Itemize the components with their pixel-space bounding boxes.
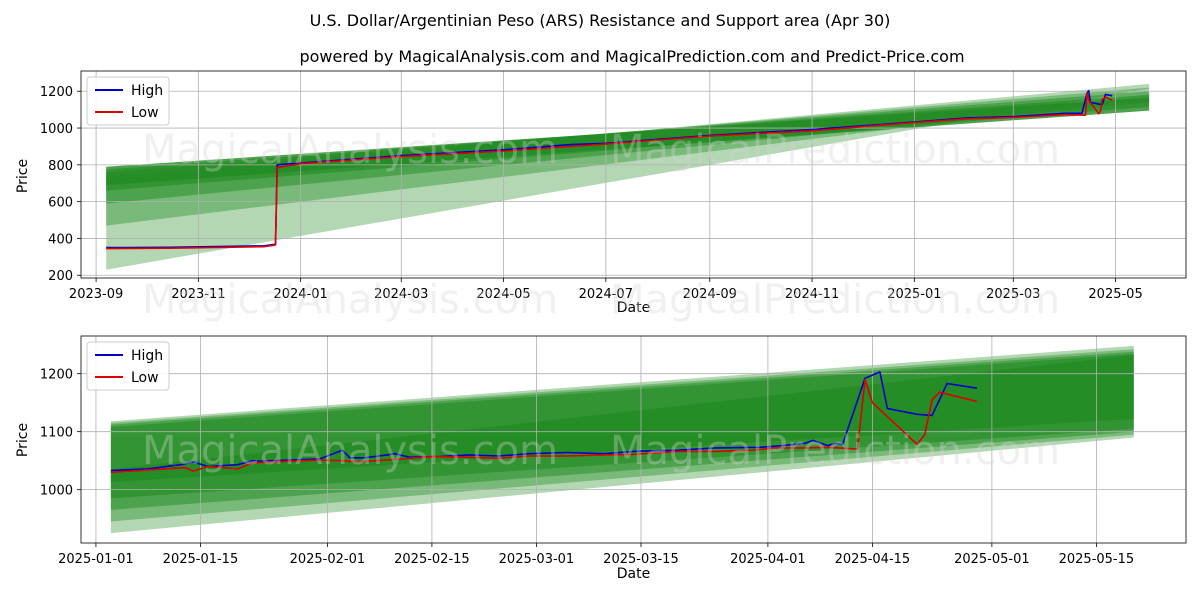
legend-label: High [131, 83, 163, 99]
y-tick-label: 1200 [40, 368, 73, 383]
y-tick-label: 1000 [40, 122, 73, 137]
series-line-low [106, 92, 1113, 250]
x-tick-label: 2024-03 [374, 287, 428, 302]
chart-title: U.S. Dollar/Argentinian Peso (ARS) Resis… [310, 11, 891, 30]
x-tick-label: 2025-01 [887, 287, 941, 302]
x-tick-label: 2024-11 [785, 287, 839, 302]
x-tick-label: 2024-09 [683, 287, 737, 302]
x-tick-label: 2025-03-01 [499, 552, 575, 567]
x-tick-label: 2023-09 [69, 287, 123, 302]
x-tick-label: 2025-05-15 [1059, 552, 1135, 567]
upper-panel: 2023-09 2023-11 2024-01 2024-03 2024-05 2024-… [15, 70, 1187, 316]
watermark-text: MagicalPrediction.com [610, 127, 1060, 173]
band-layer [110, 355, 1134, 483]
x-axis-label: Date [617, 300, 650, 316]
y-tick-label: 200 [48, 269, 73, 284]
y-axis-label: Price [15, 423, 31, 457]
x-tick-label: 2025-04-01 [730, 552, 806, 567]
x-axis-label: Date [617, 566, 650, 582]
watermark-text: MagicalAnalysis.com [142, 428, 558, 474]
x-tick-label: 2025-01-15 [163, 552, 239, 567]
axes-frame [80, 70, 1187, 279]
watermark-text: MagicalPrediction.com [610, 428, 1060, 474]
series-line-low [110, 378, 978, 474]
y-axis-label: Price [15, 159, 31, 193]
band-layer [106, 83, 1150, 270]
y-tick-label: 800 [48, 159, 73, 174]
legend-label: High [131, 348, 163, 364]
legend-label: Low [131, 105, 159, 121]
lower-panel: 2025-01-01 2025-01-15 2025-02-01 2025-02-15… [15, 335, 1187, 582]
series-line-high [110, 371, 978, 472]
watermark-text: MagicalAnalysis.com [142, 127, 558, 173]
x-tick-label: 2025-03-15 [603, 552, 679, 567]
y-tick-label: 600 [48, 196, 73, 211]
watermark-text: MagicalPrediction.com [610, 277, 1060, 323]
y-tick-label: 1200 [40, 85, 73, 100]
x-tick-label: 2023-11 [171, 287, 225, 302]
chart-subtitle: powered by MagicalAnalysis.com and Magic… [299, 47, 964, 66]
y-tick-label: 1000 [40, 484, 73, 499]
watermark-layer: MagicalAnalysis.com MagicalPrediction.co… [142, 127, 1060, 474]
x-tick-label: 2025-03 [986, 287, 1040, 302]
watermark-text: MagicalAnalysis.com [142, 277, 558, 323]
legend-label: Low [131, 370, 159, 386]
x-tick-label: 2025-05-01 [954, 552, 1030, 567]
x-tick-label: 2024-05 [476, 287, 530, 302]
x-tick-label: 2025-02-15 [394, 552, 470, 567]
x-tick-label: 2025-04-15 [835, 552, 911, 567]
x-tick-label: 2025-05 [1088, 287, 1142, 302]
x-tick-label: 2025-01-01 [58, 552, 134, 567]
axes-frame [80, 335, 1187, 544]
x-tick-label: 2025-02-01 [290, 552, 366, 567]
x-tick-label: 2024-01 [273, 287, 327, 302]
y-tick-label: 1100 [40, 426, 73, 441]
x-tick-label: 2024-07 [579, 287, 633, 302]
y-tick-label: 400 [48, 232, 73, 247]
